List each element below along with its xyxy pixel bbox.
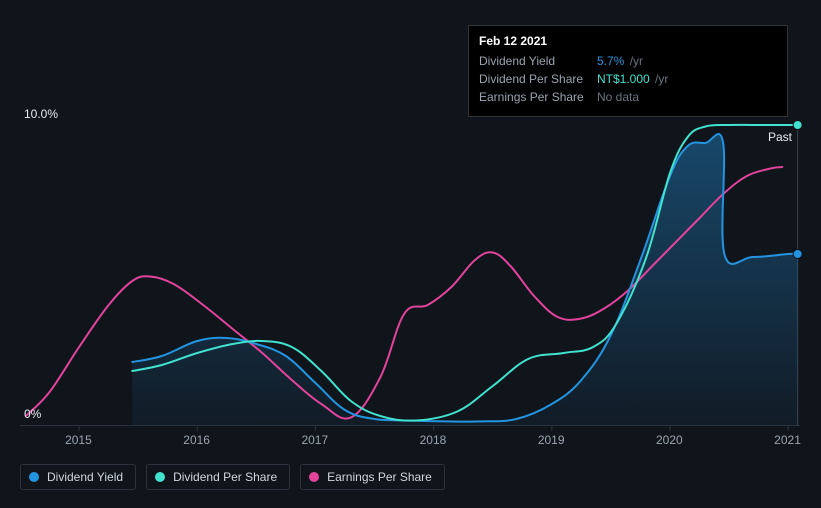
x-axis-label: 2021 <box>774 433 801 447</box>
tooltip-table: Dividend Yield5.7% /yrDividend Per Share… <box>479 52 777 106</box>
tooltip-row-value: No data <box>597 88 777 106</box>
x-axis-label: 2016 <box>183 433 210 447</box>
tooltip-row: Earnings Per ShareNo data <box>479 88 777 106</box>
dividend_yield-end-marker-icon <box>793 250 802 259</box>
tooltip-row-key: Dividend Yield <box>479 52 597 70</box>
legend-swatch-icon <box>309 472 319 482</box>
chart-tooltip: Feb 12 2021 Dividend Yield5.7% /yrDivide… <box>468 25 788 117</box>
tooltip-row: Dividend Yield5.7% /yr <box>479 52 777 70</box>
x-axis-label: 2017 <box>301 433 328 447</box>
y-axis-label: 10.0% <box>24 107 58 121</box>
past-label: Past <box>768 130 792 144</box>
tooltip-row-value: NT$1.000 /yr <box>597 70 777 88</box>
tooltip-row: Dividend Per ShareNT$1.000 /yr <box>479 70 777 88</box>
legend-item-earnings-per-share[interactable]: Earnings Per Share <box>300 464 445 490</box>
chart-legend: Dividend Yield Dividend Per Share Earnings… <box>20 464 445 490</box>
tooltip-row-value: 5.7% /yr <box>597 52 777 70</box>
legend-item-dividend-yield[interactable]: Dividend Yield <box>20 464 136 490</box>
x-axis-label: 2018 <box>420 433 447 447</box>
legend-item-dividend-per-share[interactable]: Dividend Per Share <box>146 464 290 490</box>
legend-swatch-icon <box>155 472 165 482</box>
x-axis-label: 2020 <box>656 433 683 447</box>
dividend-chart: Feb 12 2021 Dividend Yield5.7% /yrDivide… <box>0 0 821 508</box>
legend-item-label: Earnings Per Share <box>327 470 432 484</box>
x-axis-label: 2015 <box>65 433 92 447</box>
tooltip-date: Feb 12 2021 <box>479 34 777 48</box>
tooltip-row-key: Dividend Per Share <box>479 70 597 88</box>
legend-item-label: Dividend Yield <box>47 470 123 484</box>
dividend_per_share-end-marker-icon <box>793 121 802 130</box>
y-axis-label: 0% <box>24 407 41 421</box>
tooltip-row-key: Earnings Per Share <box>479 88 597 106</box>
legend-item-label: Dividend Per Share <box>173 470 277 484</box>
legend-swatch-icon <box>29 472 39 482</box>
x-axis-label: 2019 <box>538 433 565 447</box>
